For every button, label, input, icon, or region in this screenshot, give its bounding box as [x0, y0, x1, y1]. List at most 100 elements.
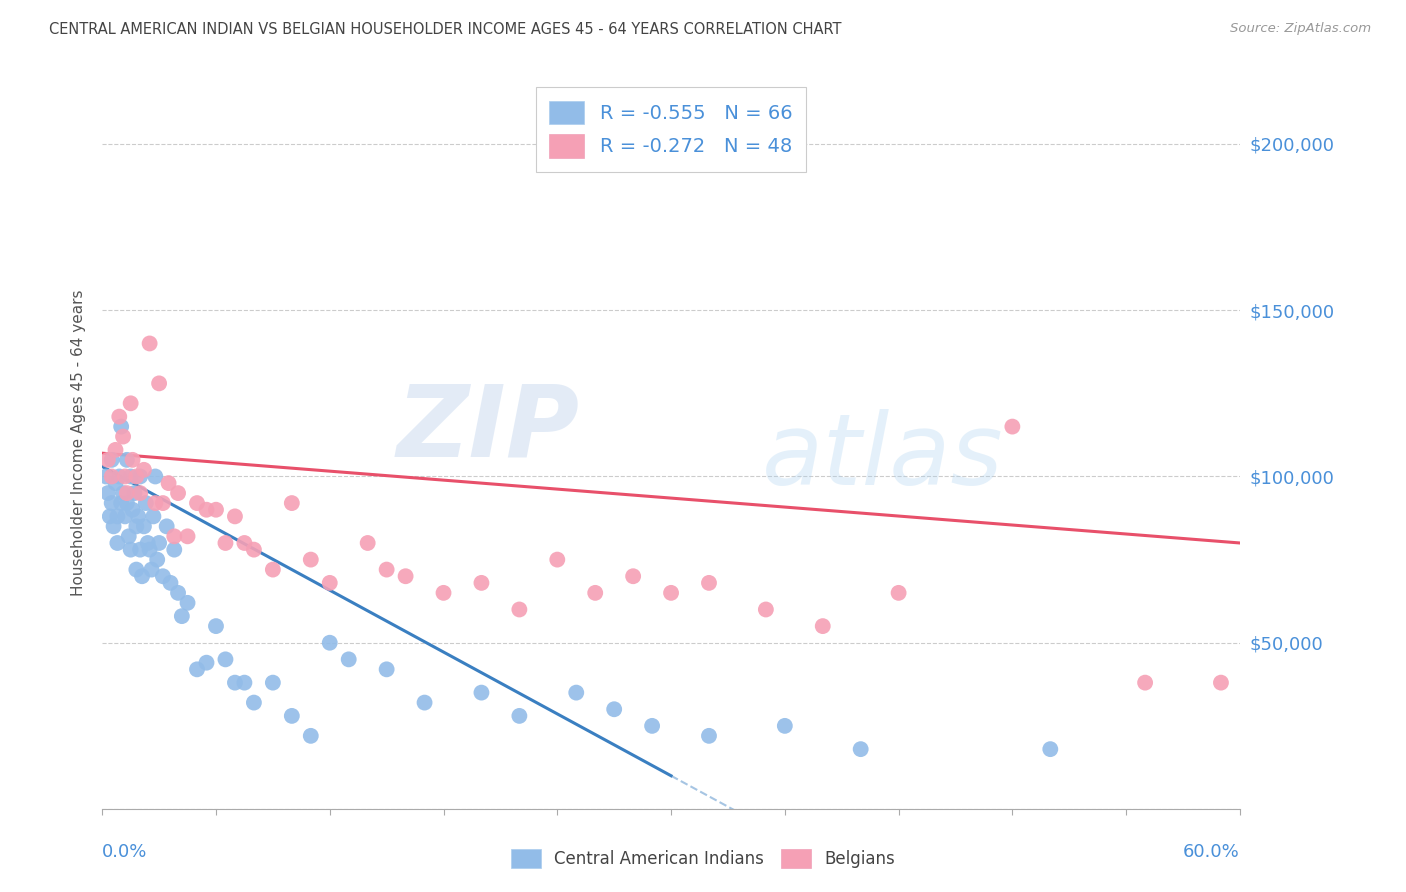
Point [138, 542, 160, 557]
Point [603, 702, 626, 716]
Point [205, 502, 228, 516]
Point [159, 575, 181, 590]
Text: ZIP: ZIP [396, 380, 581, 477]
Point [163, 542, 186, 557]
Point [233, 675, 256, 690]
Point [115, 453, 138, 467]
Point [583, 586, 606, 600]
Point [262, 675, 284, 690]
Text: 0.0%: 0.0% [103, 843, 148, 861]
Legend: Central American Indians, Belgians: Central American Indians, Belgians [505, 843, 901, 875]
Point [136, 536, 159, 550]
Point [129, 469, 152, 483]
Point [1039, 742, 1062, 756]
Point [97, 453, 120, 467]
Point [565, 685, 588, 699]
Text: 60.0%: 60.0% [1184, 843, 1240, 861]
Point [621, 569, 644, 583]
Point [127, 509, 149, 524]
Point [337, 652, 360, 666]
Point [262, 563, 284, 577]
Point [114, 469, 136, 483]
Point [319, 575, 342, 590]
Point [115, 486, 138, 500]
Point [167, 486, 190, 500]
Point [114, 509, 136, 524]
Point [1133, 675, 1156, 690]
Text: CENTRAL AMERICAN INDIAN VS BELGIAN HOUSEHOLDER INCOME AGES 45 - 64 YEARS CORRELA: CENTRAL AMERICAN INDIAN VS BELGIAN HOUSE… [49, 22, 842, 37]
Point [205, 619, 228, 633]
Point [121, 502, 143, 516]
Point [103, 519, 125, 533]
Point [224, 509, 246, 524]
Point [659, 586, 682, 600]
Point [141, 563, 163, 577]
Point [508, 602, 530, 616]
Point [112, 486, 135, 500]
Y-axis label: Householder Income Ages 45 - 64 years: Householder Income Ages 45 - 64 years [72, 290, 86, 597]
Point [142, 509, 165, 524]
Point [148, 376, 170, 391]
Point [125, 563, 148, 577]
Point [243, 542, 266, 557]
Point [773, 719, 796, 733]
Point [195, 502, 218, 516]
Point [186, 662, 208, 676]
Point [167, 586, 190, 600]
Point [470, 685, 492, 699]
Point [143, 496, 166, 510]
Text: atlas: atlas [762, 409, 1004, 507]
Point [112, 429, 135, 443]
Point [281, 709, 304, 723]
Point [413, 696, 436, 710]
Point [125, 469, 148, 483]
Point [243, 696, 266, 710]
Point [470, 575, 492, 590]
Point [132, 463, 155, 477]
Point [104, 476, 127, 491]
Point [811, 619, 834, 633]
Point [120, 542, 142, 557]
Point [357, 536, 380, 550]
Point [849, 742, 872, 756]
Point [1209, 675, 1232, 690]
Point [170, 609, 193, 624]
Point [281, 496, 304, 510]
Point [697, 729, 720, 743]
Point [118, 529, 141, 543]
Point [186, 496, 208, 510]
Point [233, 536, 256, 550]
Point [108, 409, 131, 424]
Point [100, 496, 122, 510]
Point [432, 586, 454, 600]
Point [125, 519, 148, 533]
Point [214, 536, 236, 550]
Point [163, 529, 186, 543]
Point [157, 476, 180, 491]
Point [100, 453, 122, 467]
Point [1001, 419, 1024, 434]
Point [508, 709, 530, 723]
Point [129, 542, 152, 557]
Point [97, 486, 120, 500]
Point [94, 469, 117, 483]
Point [375, 662, 398, 676]
Point [135, 496, 157, 510]
Point [394, 569, 416, 583]
Point [152, 496, 174, 510]
Point [319, 636, 342, 650]
Point [105, 536, 128, 550]
Point [115, 496, 138, 510]
Legend: R = -0.555   N = 66, R = -0.272   N = 48: R = -0.555 N = 66, R = -0.272 N = 48 [536, 87, 806, 171]
Point [98, 509, 121, 524]
Point [104, 442, 127, 457]
Point [224, 675, 246, 690]
Point [697, 575, 720, 590]
Point [176, 529, 198, 543]
Point [110, 419, 132, 434]
Point [108, 469, 131, 483]
Point [121, 453, 143, 467]
Point [195, 656, 218, 670]
Point [120, 469, 142, 483]
Point [148, 536, 170, 550]
